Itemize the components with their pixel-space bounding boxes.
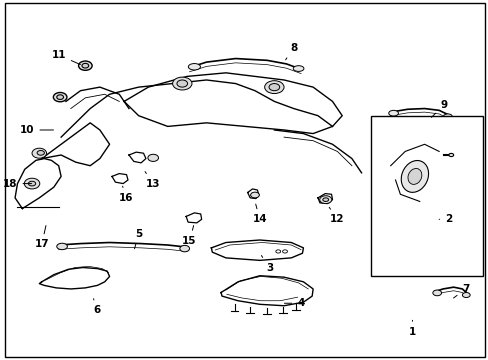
Ellipse shape (275, 250, 280, 253)
Ellipse shape (462, 293, 469, 297)
Text: 3: 3 (261, 256, 273, 273)
Ellipse shape (319, 196, 331, 203)
Text: 4: 4 (284, 298, 304, 308)
Text: 16: 16 (119, 186, 134, 203)
Ellipse shape (28, 181, 36, 186)
Text: 6: 6 (93, 299, 101, 315)
Text: 18: 18 (3, 179, 32, 189)
Ellipse shape (79, 61, 92, 70)
Ellipse shape (177, 80, 187, 87)
Ellipse shape (293, 66, 304, 71)
Ellipse shape (172, 77, 192, 90)
Text: 9: 9 (430, 100, 447, 117)
Text: 11: 11 (51, 50, 80, 64)
Ellipse shape (388, 111, 398, 116)
Ellipse shape (264, 81, 284, 94)
Text: 10: 10 (20, 125, 53, 135)
Ellipse shape (24, 178, 40, 189)
Text: 15: 15 (182, 226, 196, 246)
Text: 8: 8 (285, 43, 297, 60)
Text: 17: 17 (34, 226, 49, 249)
Text: 7: 7 (452, 284, 468, 298)
Ellipse shape (188, 64, 200, 70)
Ellipse shape (401, 161, 427, 192)
Ellipse shape (53, 93, 67, 102)
Ellipse shape (250, 192, 259, 198)
Ellipse shape (322, 198, 328, 202)
Text: 5: 5 (134, 229, 142, 249)
Ellipse shape (282, 250, 287, 253)
Ellipse shape (37, 150, 44, 155)
Ellipse shape (180, 246, 189, 252)
Ellipse shape (57, 95, 63, 99)
Ellipse shape (82, 63, 88, 68)
Ellipse shape (32, 148, 46, 158)
Text: 1: 1 (408, 320, 415, 337)
Ellipse shape (147, 154, 158, 161)
Ellipse shape (443, 114, 451, 119)
Ellipse shape (432, 290, 441, 296)
Ellipse shape (268, 84, 279, 91)
Ellipse shape (407, 168, 421, 184)
Text: 13: 13 (145, 172, 160, 189)
Text: 14: 14 (252, 204, 266, 224)
Ellipse shape (448, 153, 453, 157)
Text: 12: 12 (328, 207, 344, 224)
Bar (370, 116, 482, 276)
Ellipse shape (57, 243, 67, 249)
Text: 2: 2 (438, 214, 451, 224)
